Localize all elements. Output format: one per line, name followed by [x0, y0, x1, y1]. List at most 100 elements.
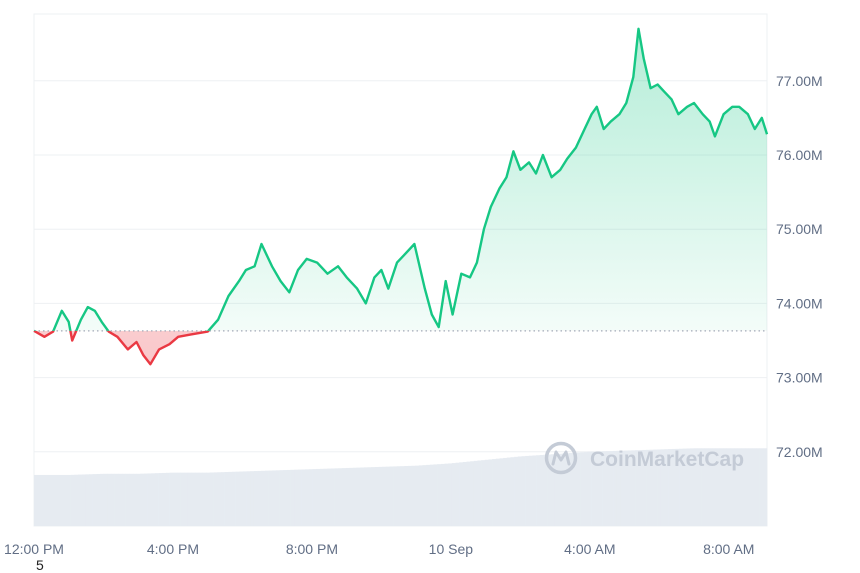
volume-bar: [246, 471, 251, 526]
coinmarketcap-logo-icon: [544, 441, 578, 475]
volume-bar: [396, 466, 401, 526]
x-axis-ticks: 12:00 PM 4:00 PM 8:00 PM 10 Sep 4:00 AM 8:00 …: [4, 541, 754, 557]
volume-bar: [525, 455, 530, 526]
volume-bar: [143, 473, 148, 526]
price-area-down: [34, 330, 209, 365]
volume-bar: [217, 472, 222, 526]
volume-bar: [701, 448, 705, 526]
volume-bar: [429, 464, 434, 526]
volume-bar: [631, 450, 636, 526]
volume-bar: [195, 472, 200, 526]
volume-bar: [583, 452, 588, 526]
volume-bar: [492, 459, 497, 526]
y-tick-label: 73.00M: [776, 370, 823, 386]
volume-bar: [92, 474, 97, 526]
volume-bar: [418, 465, 423, 526]
volume-bar: [250, 471, 255, 526]
volume-bar: [459, 462, 464, 526]
volume-bar: [290, 469, 295, 526]
volume-bars: [34, 448, 768, 526]
volume-bar: [594, 451, 599, 526]
volume-bar: [96, 473, 101, 526]
x-tick-label: 4:00 PM: [147, 541, 199, 557]
volume-bar: [649, 449, 654, 526]
volume-bar: [407, 465, 412, 526]
volume-bar: [257, 470, 262, 526]
volume-bar: [63, 474, 68, 526]
volume-bar: [48, 474, 53, 526]
volume-bar: [209, 472, 214, 526]
volume-bar: [52, 474, 57, 526]
volume-bar: [158, 473, 163, 526]
volume-bar: [107, 473, 112, 526]
volume-bar: [239, 471, 244, 526]
volume-bar: [620, 450, 625, 526]
volume-bar: [74, 474, 79, 526]
volume-bar: [602, 451, 607, 526]
volume-bar: [503, 457, 508, 526]
volume-bar: [591, 451, 596, 526]
volume-bar: [162, 472, 167, 526]
volume-bar: [294, 469, 299, 526]
y-tick-label: 77.00M: [776, 73, 823, 89]
volume-bar: [477, 460, 482, 526]
watermark-text: CoinMarketCap: [590, 448, 744, 471]
volume-bar: [374, 466, 379, 526]
volume-bar: [114, 473, 119, 526]
volume-bar: [297, 469, 302, 526]
volume-bar: [99, 473, 104, 526]
volume-bar: [653, 449, 658, 526]
volume-bar: [268, 470, 273, 526]
volume-bar: [609, 451, 614, 526]
y-tick-label: 74.00M: [776, 295, 823, 311]
volume-bar: [455, 462, 460, 526]
volume-bar: [532, 455, 537, 526]
volume-bar: [451, 463, 456, 526]
volume-bar: [547, 454, 552, 526]
volume-bar: [730, 448, 735, 526]
volume-bar: [411, 465, 416, 526]
volume-bar: [448, 463, 453, 526]
volume-bar: [125, 473, 130, 526]
volume-bar: [598, 451, 603, 526]
volume-bar: [37, 474, 42, 526]
volume-bar: [202, 472, 207, 526]
volume-bar: [481, 460, 486, 526]
volume-bar: [664, 449, 669, 526]
volume-bar: [235, 471, 240, 526]
volume-bar: [312, 469, 317, 526]
volume-bar: [132, 473, 137, 526]
volume-bar: [550, 454, 555, 526]
volume-bar: [345, 467, 350, 526]
price-area-up: [34, 28, 767, 331]
volume-bar: [301, 469, 306, 526]
volume-bar: [580, 452, 585, 526]
price-line-down: [33, 330, 210, 366]
volume-bar: [191, 472, 196, 526]
volume-bar: [118, 473, 123, 526]
volume-bar: [646, 449, 651, 526]
volume-bar: [444, 463, 449, 526]
volume-bar: [517, 456, 522, 526]
volume-bar: [323, 468, 328, 526]
volume-bar: [679, 448, 684, 526]
volume-bar: [151, 473, 156, 526]
volume-bar: [576, 452, 581, 526]
volume-bar: [242, 471, 247, 526]
x-tick-label: 8:00 AM: [703, 541, 754, 557]
coinmarketcap-watermark: CoinMarketCap: [544, 441, 744, 475]
volume-bar: [433, 464, 438, 526]
volume-bar: [675, 448, 680, 526]
volume-bar: [697, 448, 702, 526]
volume-bar: [327, 468, 332, 526]
volume-bar: [745, 448, 749, 526]
volume-bar: [140, 473, 145, 526]
volume-bar: [286, 469, 291, 526]
volume-bar: [305, 469, 310, 526]
volume-bar: [77, 474, 82, 526]
volume-bar: [334, 468, 339, 526]
volume-bar: [261, 470, 266, 526]
volume-bar: [389, 466, 394, 526]
volume-bar: [70, 474, 75, 526]
